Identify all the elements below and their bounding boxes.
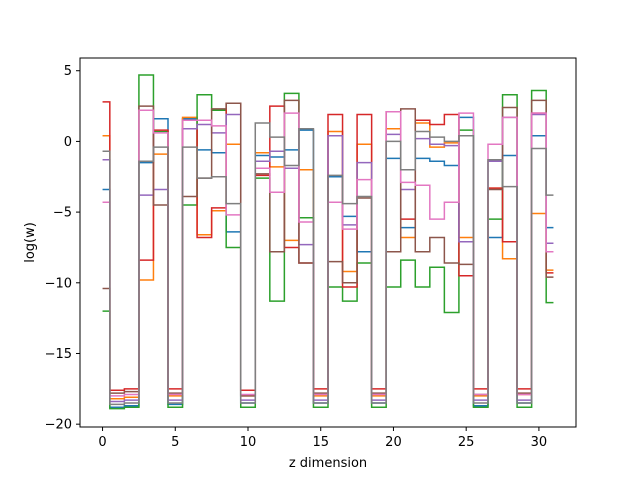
y-axis: −20 −15 −10 −5 0 5 — [45, 64, 80, 433]
y-tick-label: 0 — [64, 135, 72, 150]
x-tick-label: 15 — [312, 435, 329, 450]
x-tick-label: 30 — [531, 435, 548, 450]
x-tick-label: 25 — [458, 435, 475, 450]
y-tick-label: −5 — [53, 206, 72, 221]
x-tick-label: 5 — [171, 435, 179, 450]
x-tick-label: 10 — [240, 435, 257, 450]
x-tick-label: 20 — [385, 435, 402, 450]
y-tick-label: 5 — [64, 64, 72, 79]
y-tick-label: −10 — [45, 276, 72, 291]
y-tick-label: −20 — [45, 418, 72, 433]
series-layer — [102, 74, 554, 410]
y-tick-label: −15 — [45, 347, 72, 362]
x-axis-label: z dimension — [289, 456, 367, 471]
plot-frame — [79, 57, 577, 428]
x-axis: 0 5 10 15 20 25 30 — [98, 427, 547, 450]
series-line-8 — [102, 122, 554, 406]
y-axis-label: log(w) — [23, 222, 38, 263]
x-tick-label: 0 — [98, 435, 106, 450]
